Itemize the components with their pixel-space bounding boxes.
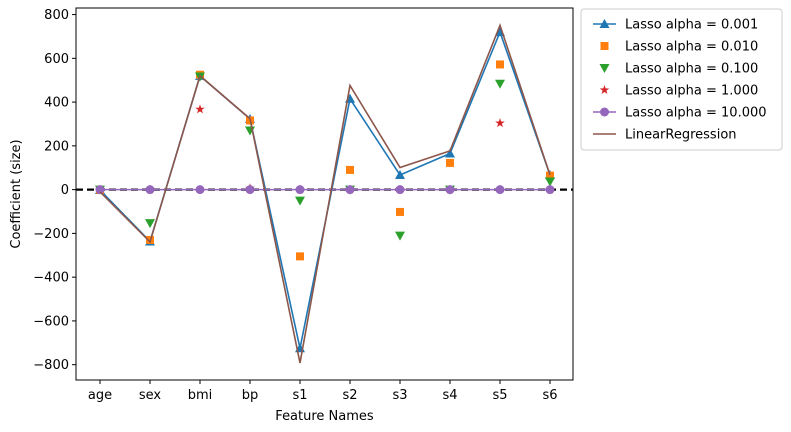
data-point-1-7: [446, 158, 454, 167]
data-point-4-8: [495, 185, 505, 195]
data-point-1-8: [496, 60, 504, 69]
legend-label: LinearRegression: [625, 128, 737, 143]
x-tick-label: age: [88, 388, 112, 403]
y-tick-label: −600: [33, 314, 69, 329]
plot-frame: [75, 7, 574, 381]
legend-item-2: Lasso alpha = 0.100: [599, 62, 758, 77]
x-tick-label: s5: [492, 388, 507, 403]
x-tick-label: sex: [139, 388, 162, 403]
legend-marker: [599, 64, 610, 73]
y-axis-label: Coefficient (size): [9, 139, 24, 248]
x-tick-label: s4: [442, 388, 457, 403]
legend-marker: [600, 107, 609, 117]
x-tick-label: bmi: [188, 388, 213, 403]
y-tick-label: −400: [33, 271, 69, 286]
y-tick-label: −800: [33, 358, 69, 373]
series-5: [99, 22, 551, 364]
data-point-3-2: [195, 104, 205, 114]
y-tick-label: 200: [44, 139, 69, 154]
legend-label: Lasso alpha = 10.000: [625, 106, 767, 121]
legend-item-3: Lasso alpha = 1.000: [599, 84, 758, 99]
legend-label: Lasso alpha = 0.001: [625, 18, 758, 33]
legend-item-5: LinearRegression: [593, 128, 737, 143]
legend-box: [580, 8, 783, 151]
legend-marker: [599, 19, 610, 28]
data-point-4-2: [195, 185, 205, 195]
series-1: [96, 60, 554, 261]
data-point-4-9: [545, 185, 555, 195]
data-point-2-6: [395, 231, 405, 241]
plot-area: [76, 22, 573, 364]
legend-marker: [599, 85, 610, 95]
data-point-1-4: [296, 252, 304, 261]
legend-item-0: Lasso alpha = 0.001: [593, 18, 758, 33]
data-point-1-9: [546, 171, 554, 180]
data-point-4-3: [245, 185, 255, 195]
legend-label: Lasso alpha = 0.100: [625, 62, 758, 77]
x-tick-label: s3: [392, 388, 407, 403]
x-axis-label: Feature Names: [275, 409, 374, 424]
series-line-5: [99, 22, 551, 364]
data-point-4-6: [395, 185, 405, 195]
data-point-4-1: [145, 185, 155, 195]
series-4: [95, 185, 555, 195]
series-2: [95, 72, 555, 241]
data-point-2-8: [495, 79, 505, 89]
y-tick-label: 600: [44, 52, 69, 67]
data-point-0-7: [445, 148, 455, 158]
series-3: [95, 104, 555, 194]
y-tick-label: 800: [44, 8, 69, 23]
x-tick-label: s6: [542, 388, 557, 403]
x-tick-label: s2: [342, 388, 357, 403]
data-point-1-5: [346, 165, 354, 174]
legend-marker: [600, 42, 609, 50]
legend-label: Lasso alpha = 1.000: [625, 84, 758, 99]
x-tick-label: s1: [292, 388, 307, 403]
data-point-0-6: [395, 169, 405, 179]
data-point-1-6: [396, 207, 404, 216]
x-tick-label: bp: [242, 388, 259, 403]
data-point-2-4: [295, 196, 305, 206]
legend: Lasso alpha = 0.001 Lasso alpha = 0.010 La…: [580, 8, 783, 151]
data-point-4-7: [445, 185, 455, 195]
data-point-3-8: [495, 118, 505, 128]
data-point-4-4: [295, 185, 305, 195]
y-tick-label: 400: [44, 96, 69, 111]
data-point-2-1: [145, 219, 155, 229]
y-tick-label: 0: [61, 183, 69, 198]
data-point-4-5: [345, 185, 355, 195]
y-tick-label: −200: [33, 227, 69, 242]
legend-item-1: Lasso alpha = 0.010: [600, 40, 758, 55]
data-point-4-0: [95, 185, 105, 195]
legend-item-4: Lasso alpha = 10.000: [593, 106, 767, 121]
axes: −800 −600 −400 −200 0 200 400 600 800 age sex bmi bp…: [33, 7, 574, 403]
legend-label: Lasso alpha = 0.010: [625, 40, 758, 55]
data-point-2-9: [545, 177, 555, 187]
